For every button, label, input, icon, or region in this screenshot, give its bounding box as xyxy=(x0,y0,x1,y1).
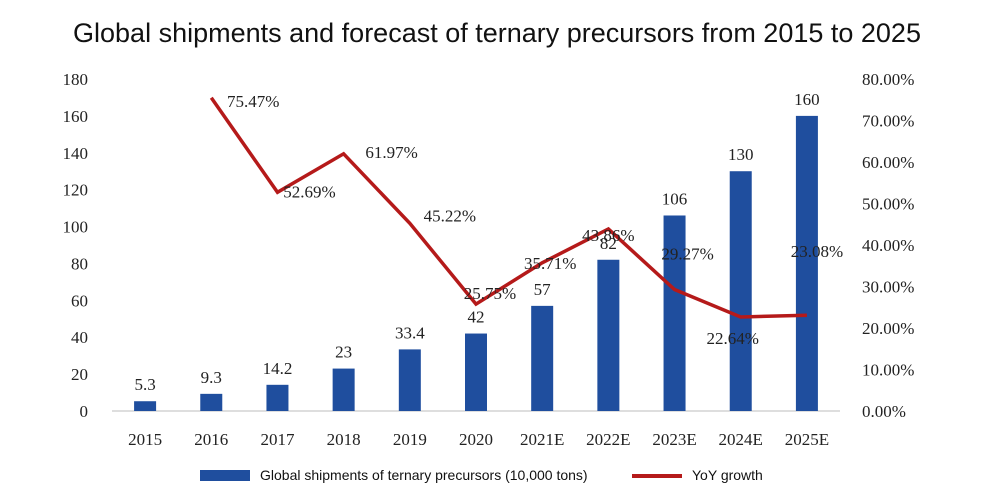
x-tick-label: 2020 xyxy=(459,430,493,449)
line-value-label: 75.47% xyxy=(227,92,279,111)
left-tick-label: 120 xyxy=(63,181,89,200)
bar-value-label: 57 xyxy=(534,280,552,299)
bar xyxy=(465,333,487,411)
left-tick-label: 40 xyxy=(71,328,88,347)
bar xyxy=(531,305,554,411)
bar xyxy=(729,171,752,411)
legend: Global shipments of ternary precursors (… xyxy=(200,467,763,483)
x-tick-label: 2016 xyxy=(194,430,228,449)
x-tick-label: 2022E xyxy=(586,430,630,449)
bar xyxy=(134,401,157,411)
x-tick-label: 2017 xyxy=(260,430,295,449)
right-tick-label: 70.00% xyxy=(862,112,914,131)
left-tick-label: 80 xyxy=(71,254,88,273)
line-value-label: 29.27% xyxy=(661,245,713,264)
x-tick-label: 2021E xyxy=(520,430,564,449)
bar xyxy=(597,259,620,411)
right-axis: 0.00% 10.00% 20.00% 30.00% 40.00% 50.00% 60.00… xyxy=(862,70,914,421)
bar-value-label: 130 xyxy=(728,145,754,164)
line-value-label: 23.08% xyxy=(791,242,843,261)
left-tick-label: 160 xyxy=(63,107,89,126)
left-tick-label: 100 xyxy=(63,218,89,237)
line-value-label: 25.75% xyxy=(464,284,516,303)
bar-value-label: 23 xyxy=(335,343,352,362)
right-tick-label: 0.00% xyxy=(862,402,906,421)
bar-value-label: 160 xyxy=(794,90,820,109)
left-tick-label: 20 xyxy=(71,365,88,384)
bar-value-label: 9.3 xyxy=(201,368,222,387)
x-tick-label: 2023E xyxy=(652,430,696,449)
x-tick-label: 2025E xyxy=(785,430,829,449)
line-value-label: 22.64% xyxy=(707,329,759,348)
bar xyxy=(795,115,818,411)
line-value-label: 43.86% xyxy=(582,226,634,245)
x-axis: 2015 2016 2017 2018 2019 2020 2021E 2022E 2023E 2… xyxy=(128,430,829,449)
bar-value-label: 5.3 xyxy=(134,375,155,394)
legend-line-label: YoY growth xyxy=(692,467,763,483)
line-value-labels: 75.47% 52.69% 61.97% 45.22% 25.75% 35.71% 43.8… xyxy=(227,92,843,348)
bar-value-label: 106 xyxy=(662,189,688,208)
line-value-label: 52.69% xyxy=(283,182,335,201)
yoy-growth-line xyxy=(209,96,807,319)
right-tick-label: 40.00% xyxy=(862,236,914,255)
bar xyxy=(332,368,355,411)
bar-value-label: 33.4 xyxy=(395,323,425,342)
left-tick-label: 0 xyxy=(80,402,89,421)
left-tick-label: 60 xyxy=(71,291,88,310)
bar-value-labels: 5.3 9.3 14.2 23 33.4 42 57 82 106 130 160 xyxy=(134,90,819,394)
line-value-label: 35.71% xyxy=(524,254,576,273)
right-tick-label: 50.00% xyxy=(862,195,914,214)
chart-title: Global shipments and forecast of ternary… xyxy=(73,18,921,48)
left-tick-label: 180 xyxy=(63,70,89,89)
right-tick-label: 80.00% xyxy=(862,70,914,89)
line-value-label: 61.97% xyxy=(365,143,417,162)
x-tick-label: 2019 xyxy=(393,430,427,449)
bar xyxy=(663,215,686,411)
legend-bar-swatch xyxy=(200,470,250,481)
bar-series xyxy=(134,115,818,411)
right-tick-label: 10.00% xyxy=(862,361,914,380)
right-tick-label: 30.00% xyxy=(862,278,914,297)
line-value-label: 45.22% xyxy=(424,206,476,225)
x-tick-label: 2015 xyxy=(128,430,162,449)
bar xyxy=(266,384,289,411)
bar xyxy=(398,349,421,411)
legend-bar-label: Global shipments of ternary precursors (… xyxy=(260,467,588,483)
bar-value-label: 42 xyxy=(468,308,485,327)
bar xyxy=(200,393,223,411)
bar-value-label: 82 xyxy=(600,234,617,253)
bar-value-label: 14.2 xyxy=(263,359,293,378)
right-tick-label: 20.00% xyxy=(862,319,914,338)
left-axis: 0 20 40 60 80 100 120 140 160 180 xyxy=(63,70,89,421)
left-tick-label: 140 xyxy=(63,144,89,163)
x-tick-label: 2018 xyxy=(327,430,361,449)
right-tick-label: 60.00% xyxy=(862,153,914,172)
x-tick-label: 2024E xyxy=(719,430,763,449)
